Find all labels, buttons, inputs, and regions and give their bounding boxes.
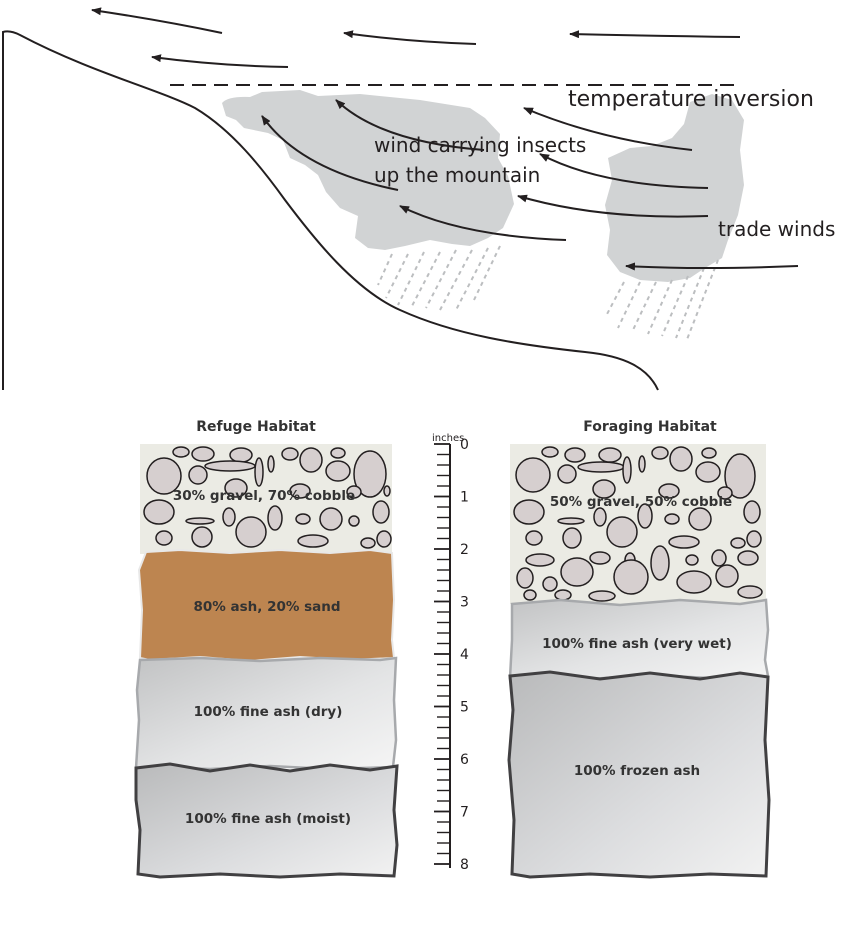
- wind-arrow: [335, 99, 485, 151]
- ruler-tick-label: 3: [460, 595, 469, 611]
- ruler-tick-label: 1: [460, 490, 469, 506]
- refuge-habitat-column: Refuge Habitat: [134, 419, 399, 879]
- ruler-tick-label: 2: [460, 542, 469, 558]
- foraging-title: Foraging Habitat: [583, 419, 717, 435]
- ruler-tick-label: 6: [460, 752, 469, 768]
- mountain-scene: temperature inversion wind carrying inse…: [2, 7, 835, 391]
- refuge-layer-1-label: 30% gravel, 70% cobble: [173, 488, 355, 504]
- depth-ruler: inches 0 1 2 3 4 5 6 7 8: [432, 433, 469, 873]
- foraging-stones: [513, 446, 763, 602]
- rain-left: [377, 245, 501, 311]
- wind-arrow: [399, 205, 567, 241]
- wind-arrow: [569, 30, 741, 39]
- rain-right: [605, 259, 719, 343]
- upper-wind-arrows: [91, 7, 741, 68]
- wind-arrow: [261, 115, 399, 191]
- ruler-tick-label: 8: [460, 857, 469, 873]
- slope-wind-arrows: [261, 99, 799, 271]
- wind-arrow: [625, 262, 799, 271]
- foraging-frozen-ash-layer: [507, 670, 771, 879]
- ruler-labels: 0 1 2 3 4 5 6 7 8: [460, 437, 469, 873]
- refuge-moist-ash-layer: [134, 762, 399, 879]
- wind-arrow: [523, 107, 693, 151]
- foraging-layer-2-label: 100% fine ash (very wet): [542, 636, 732, 652]
- cloud-right: [605, 94, 744, 282]
- wind-arrow: [343, 30, 477, 45]
- wind-arrow: [91, 7, 223, 34]
- foraging-layer-1-label: 50% gravel, 50% cobble: [550, 494, 732, 510]
- mountain-outline: [2, 30, 659, 391]
- ruler-unit-label: inches: [432, 433, 464, 444]
- foraging-habitat-column: Foraging Habitat: [507, 419, 771, 879]
- wind-arrow: [151, 54, 289, 68]
- wind-label-line1: wind carrying insects: [374, 133, 586, 157]
- ruler-tick-label: 7: [460, 805, 469, 821]
- ruler-tick-label: 0: [460, 437, 469, 453]
- cloud-left: [222, 90, 514, 250]
- ruler-ticks: [434, 443, 450, 865]
- inversion-label: temperature inversion: [568, 87, 814, 112]
- refuge-layer-3-label: 100% fine ash (dry): [194, 704, 343, 720]
- wind-label-line2: up the mountain: [374, 163, 540, 187]
- foraging-layer-3-label: 100% frozen ash: [574, 763, 700, 779]
- wind-arrow: [539, 153, 709, 189]
- refuge-layer-4-label: 100% fine ash (moist): [185, 811, 351, 827]
- refuge-title: Refuge Habitat: [196, 419, 316, 435]
- refuge-stones: [143, 446, 392, 549]
- trade-winds-label: trade winds: [718, 217, 835, 241]
- refuge-layer-2-label: 80% ash, 20% sand: [193, 599, 340, 615]
- ruler-tick-label: 5: [460, 700, 469, 716]
- wind-arrow: [517, 194, 709, 218]
- ruler-tick-label: 4: [460, 647, 469, 663]
